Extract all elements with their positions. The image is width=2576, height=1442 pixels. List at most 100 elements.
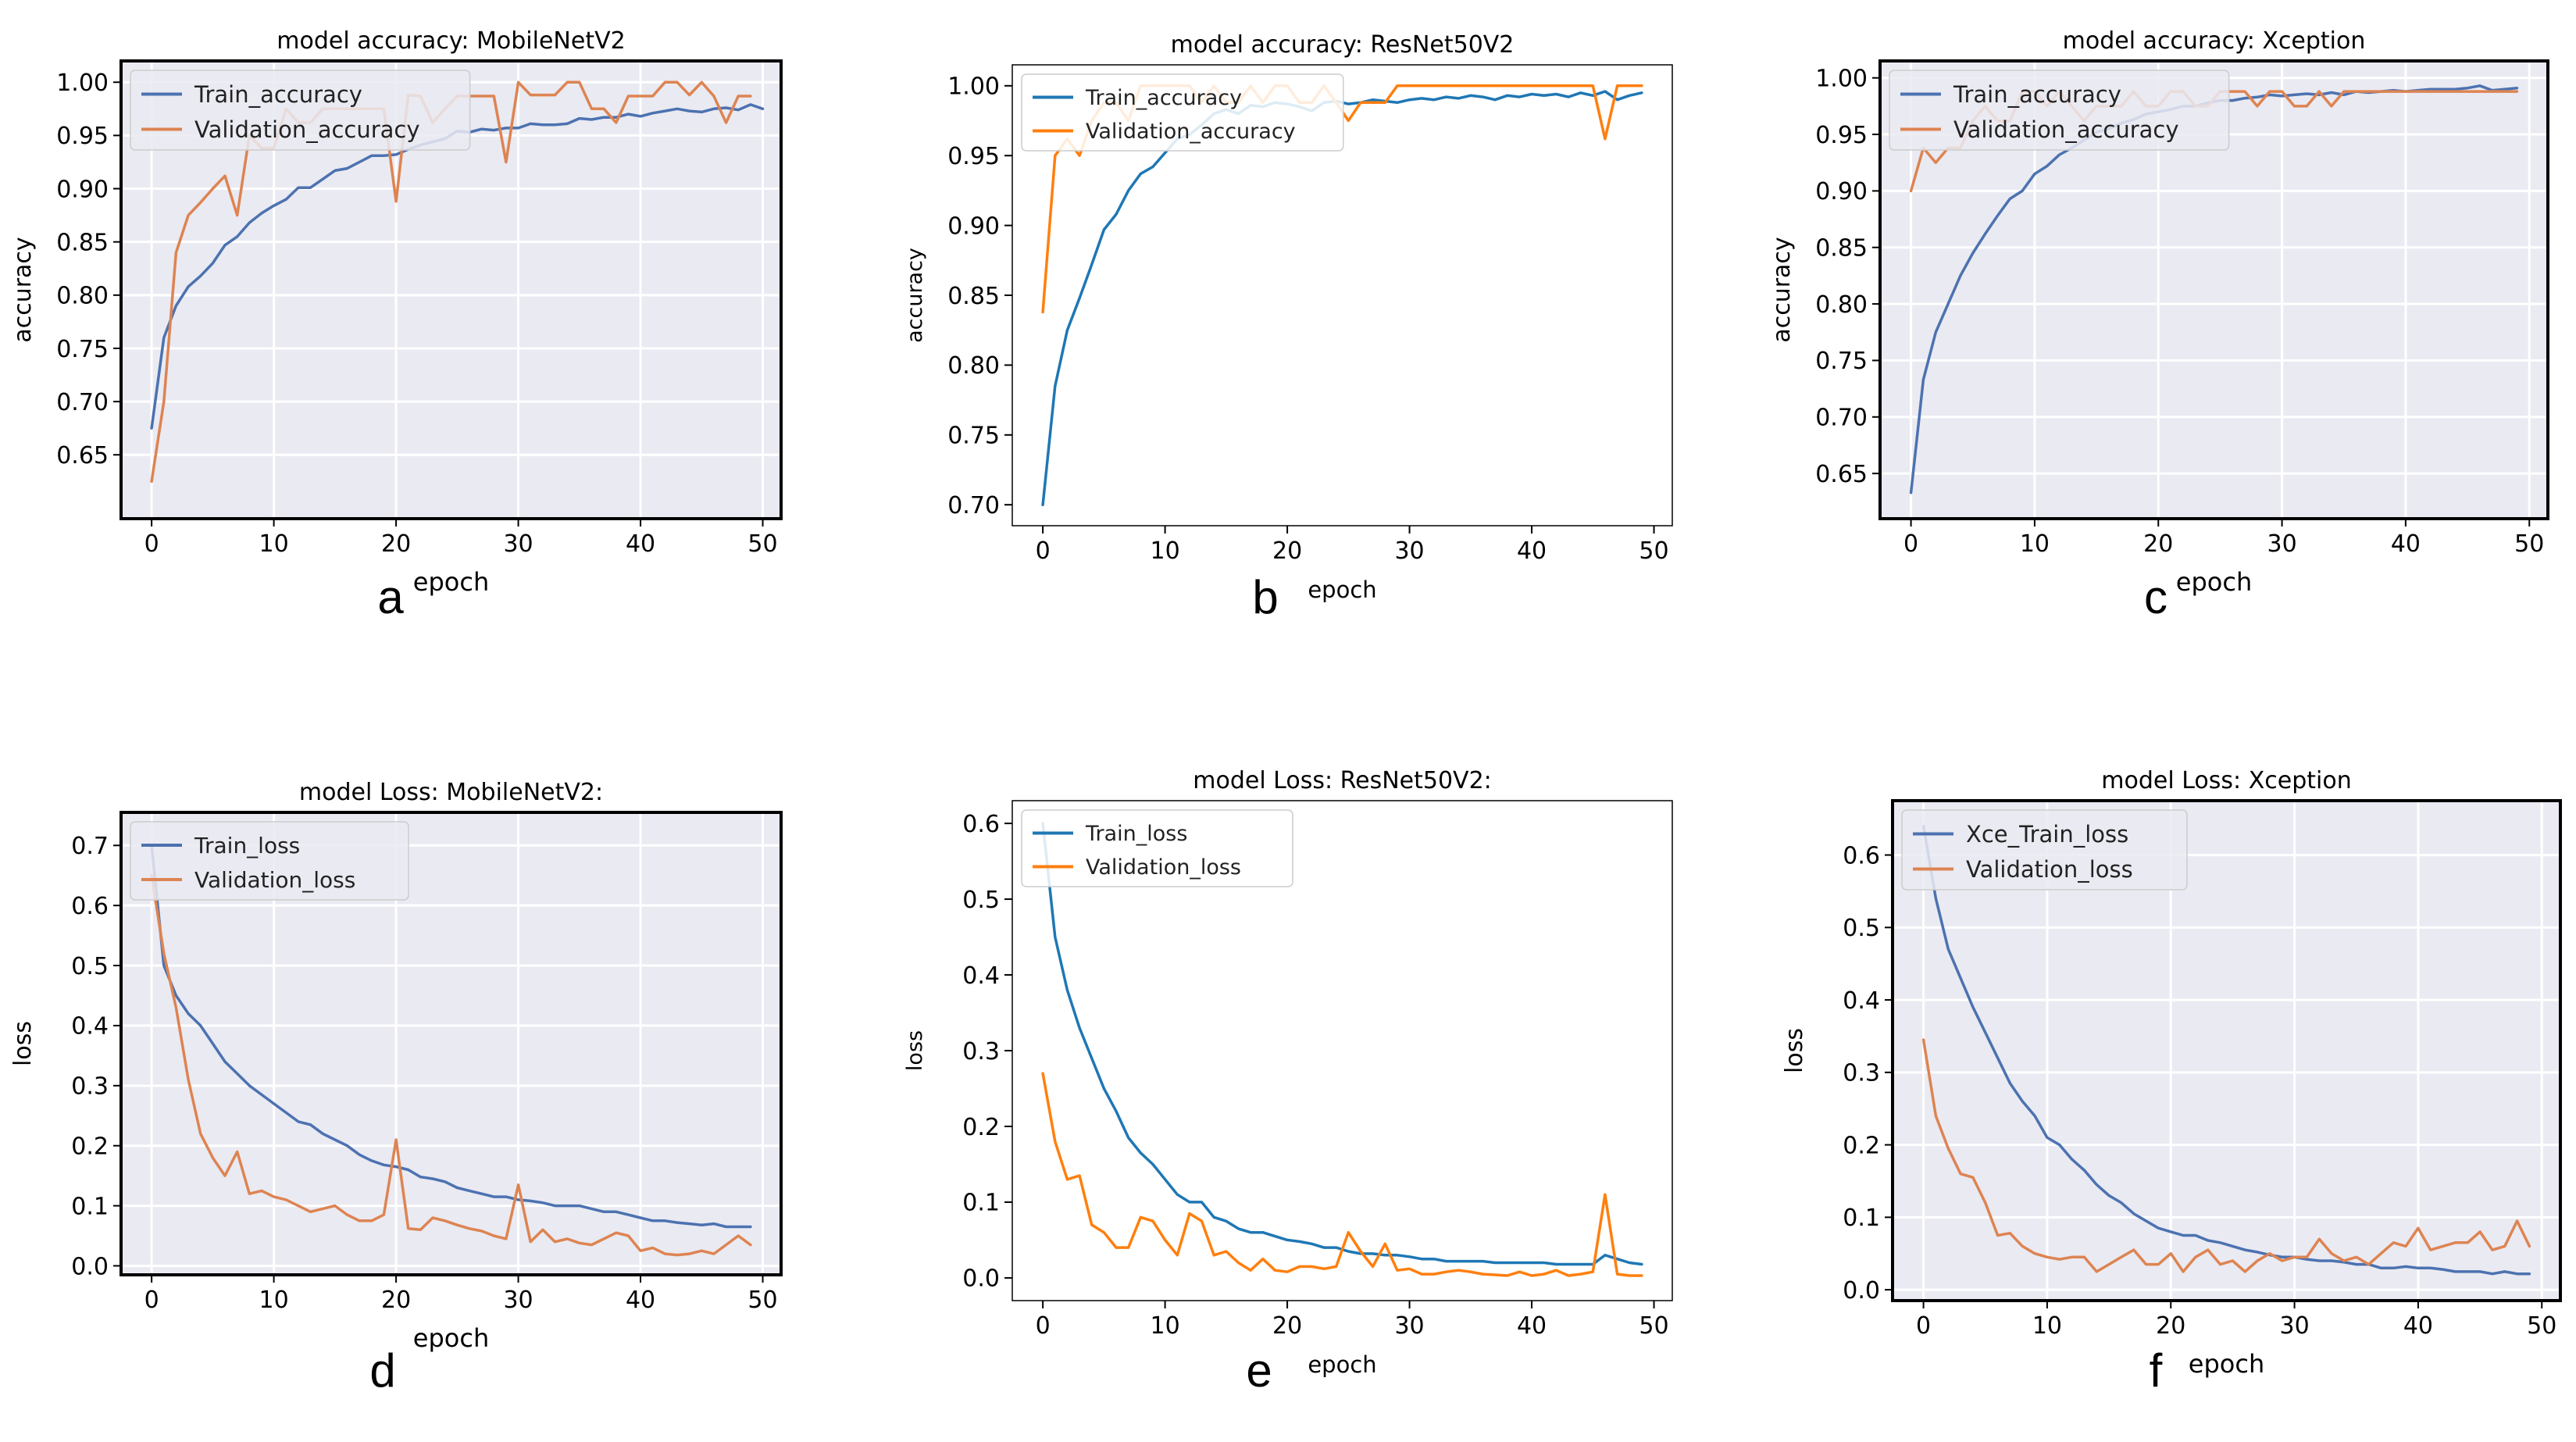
- legend-label: Validation_accuracy: [1086, 120, 1296, 144]
- x-tick-label: 30: [1394, 1312, 1424, 1340]
- y-tick-label: 0.4: [71, 1013, 109, 1040]
- legend-label: Validation_loss: [1086, 855, 1241, 880]
- y-axis-label: accuracy: [9, 237, 37, 342]
- axes-frame: [120, 59, 783, 520]
- legend-label: Train_loss: [194, 833, 300, 858]
- panel-letter: e: [1246, 1344, 1272, 1397]
- panel-letter: f: [2149, 1344, 2163, 1397]
- y-tick-label: 0.2: [71, 1133, 109, 1161]
- x-axis-label: epoch: [413, 567, 489, 597]
- x-tick-label: 0: [1036, 1312, 1051, 1340]
- y-tick-label: 0.65: [56, 442, 109, 469]
- y-tick-label: 0.6: [71, 893, 109, 920]
- y-axis-label: loss: [1781, 1028, 1808, 1073]
- legend: Train_accuracy Validation_accuracy: [1021, 73, 1344, 152]
- y-tick-label: 0.70: [56, 389, 109, 416]
- y-tick-label: 0.0: [962, 1265, 1000, 1293]
- y-tick-label: 0.5: [1843, 915, 1880, 942]
- panel-letter: a: [377, 571, 404, 623]
- x-tick-label: 0: [1903, 530, 1918, 558]
- series-line-train-loss: [150, 844, 752, 1229]
- y-tick-label: 0.6: [1843, 842, 1880, 869]
- x-axis-label: epoch: [2176, 567, 2252, 597]
- y-tick-label: 0.1: [1843, 1205, 1880, 1232]
- axes-frame: [1891, 799, 2562, 1302]
- chart-title: model Loss: MobileNetV2:: [299, 779, 603, 806]
- legend: Train_accuracy Validation_accuracy: [1889, 70, 2230, 151]
- x-tick-label: 0: [144, 1287, 159, 1314]
- chart-a: 0 10 20 30 40 50 0.65 0.70 0.75 0.80 0.85 0.90 0.95 1…: [9, 27, 783, 597]
- legend-label: Validation_accuracy: [194, 116, 420, 143]
- y-tick-label: 0.75: [1815, 348, 1868, 375]
- legend: Train_loss Validation_loss: [1021, 809, 1293, 887]
- x-tick-label: 20: [1272, 537, 1302, 565]
- y-tick-label: 0.0: [71, 1253, 109, 1280]
- y-axis-label: accuracy: [903, 248, 927, 343]
- panel-letter: c: [2144, 571, 2167, 623]
- legend-label: Train_accuracy: [1085, 86, 1242, 110]
- x-tick-label: 40: [1517, 537, 1547, 565]
- x-tick-label: 30: [2267, 530, 2296, 558]
- y-tick-label: 0.95: [1815, 122, 1868, 149]
- y-tick-label: 1.00: [56, 70, 109, 97]
- x-tick-label: 30: [2279, 1312, 2309, 1340]
- x-tick-label: 30: [503, 1287, 533, 1314]
- y-tick-label: 1.00: [1815, 66, 1868, 93]
- legend-label: Validation_loss: [1966, 856, 2133, 883]
- x-tick-label: 30: [503, 530, 533, 558]
- series-line-validation-loss: [1921, 1038, 2531, 1273]
- x-tick-label: 20: [2156, 1312, 2185, 1340]
- x-tick-label: 20: [381, 530, 411, 558]
- y-tick-label: 0.75: [947, 423, 1000, 450]
- x-tick-label: 50: [747, 1287, 777, 1314]
- legend: Train_accuracy Validation_accuracy: [130, 70, 471, 151]
- y-tick-label: 0.95: [947, 143, 1000, 170]
- x-tick-label: 50: [747, 530, 777, 558]
- y-tick-label: 0.1: [71, 1193, 109, 1220]
- chart-d: 0 10 20 30 40 50 0.0 0.1 0.2 0.3 0.4 0.5 0.6 0.7 model…: [9, 779, 783, 1353]
- y-tick-label: 0.80: [1815, 291, 1868, 319]
- chart-title: model accuracy: ResNet50V2: [1171, 31, 1515, 59]
- legend-box: [1889, 70, 2230, 151]
- y-tick-label: 0.90: [56, 176, 109, 203]
- x-axis-label: epoch: [2189, 1349, 2264, 1379]
- x-axis-label: epoch: [413, 1323, 489, 1353]
- x-tick-label: 10: [2032, 1312, 2062, 1340]
- y-tick-label: 0.0: [1843, 1277, 1880, 1305]
- chart-e: 0 10 20 30 40 50 0.0 0.1 0.2 0.3 0.4 0.5 0.6 model Lo…: [903, 767, 1673, 1378]
- legend-label: Validation_accuracy: [1953, 116, 2179, 143]
- series-line-validation-loss: [1041, 1072, 1643, 1277]
- x-tick-label: 50: [1639, 1312, 1668, 1340]
- legend-box: [130, 70, 471, 151]
- x-tick-label: 40: [626, 1287, 655, 1314]
- legend: Train_loss Validation_loss: [130, 821, 409, 901]
- series-line-validation-loss: [150, 873, 752, 1257]
- y-tick-label: 0.4: [962, 962, 1000, 990]
- y-tick-label: 0.80: [56, 283, 109, 310]
- chart-c: 0 10 20 30 40 50 0.65 0.70 0.75 0.80 0.85 0.90 0.95 1…: [1768, 27, 2549, 597]
- y-tick-label: 1.00: [947, 73, 1000, 101]
- y-tick-label: 0.1: [962, 1190, 1000, 1217]
- y-axis-label: loss: [903, 1030, 927, 1071]
- chart-f: 0 10 20 30 40 50 0.0 0.1 0.2 0.3 0.4 0.5 0.6 model Lo…: [1781, 767, 2562, 1379]
- y-tick-label: 0.3: [1843, 1060, 1880, 1087]
- y-tick-label: 0.4: [1843, 987, 1880, 1015]
- y-tick-label: 0.75: [56, 336, 109, 363]
- y-tick-label: 0.2: [1843, 1132, 1880, 1159]
- y-tick-label: 0.65: [1815, 461, 1868, 488]
- y-tick-label: 0.90: [1815, 178, 1868, 205]
- x-axis-label: epoch: [1308, 576, 1376, 603]
- y-tick-label: 0.85: [1815, 235, 1868, 262]
- y-axis-label: accuracy: [1768, 237, 1796, 342]
- x-tick-label: 20: [381, 1287, 411, 1314]
- x-tick-label: 20: [2143, 530, 2173, 558]
- x-tick-label: 0: [1916, 1312, 1931, 1340]
- legend-label: Validation_loss: [194, 867, 355, 893]
- x-tick-label: 10: [2020, 530, 2050, 558]
- x-tick-label: 40: [1517, 1312, 1547, 1340]
- y-tick-label: 0.85: [56, 229, 109, 256]
- panel-letter: d: [369, 1344, 396, 1397]
- chart-title: model Loss: Xception: [2101, 767, 2351, 794]
- x-tick-label: 30: [1394, 537, 1424, 565]
